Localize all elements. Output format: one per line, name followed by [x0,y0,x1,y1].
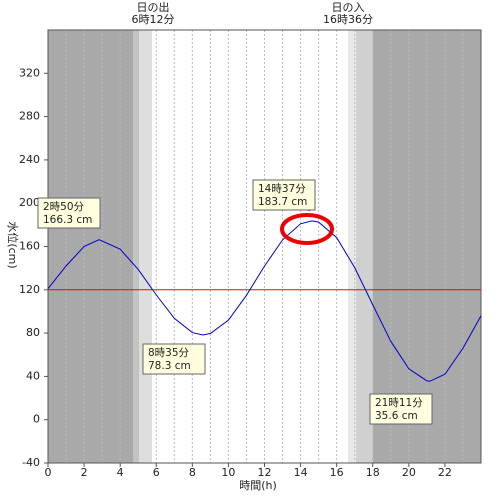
twilight [139,30,152,463]
x-tick-label: 4 [117,466,124,479]
y-tick-label: 0 [33,413,40,426]
y-axis-label: 水位(cm) [6,221,20,268]
y-tick-label: 280 [19,110,40,123]
callout-box [369,393,433,425]
callout-level: 183.7 cm [258,196,307,208]
x-tick-label: 2 [81,466,88,479]
y-tick-label: 320 [19,66,40,79]
x-tick-label: 22 [438,466,452,479]
x-tick-label: 18 [366,466,380,479]
y-tick-label: 200 [19,196,40,209]
callout-time: 21時11分 [375,397,423,409]
sunrise-time: 6時12分 [132,13,175,26]
callout-box [252,179,316,211]
twilight [348,30,356,463]
x-tick-label: 0 [45,466,52,479]
sunrise-label: 日の出 [137,0,170,14]
callout-level: 166.3 cm [43,214,92,226]
x-tick-label: 8 [189,466,196,479]
callout-box [142,343,206,375]
callout-time: 2時50分 [43,201,85,213]
x-tick-label: 12 [258,466,272,479]
callout-level: 78.3 cm [148,360,191,372]
x-tick-label: 20 [402,466,416,479]
tide-line [47,220,482,382]
y-tick-label: 240 [19,153,40,166]
callout-time: 8時35分 [148,347,190,359]
y-tick-label: -40 [22,456,40,469]
sunset-label: 日の入 [332,1,365,14]
highlight-circle [280,213,334,245]
y-tick-label: 80 [26,326,40,339]
callout-box [37,197,101,229]
x-tick-label: 16 [330,466,344,479]
night [48,30,133,463]
callout-time: 14時37分 [258,183,306,195]
x-axis-label: 時間(h) [239,479,277,492]
y-tick-label: 160 [19,240,40,253]
x-tick-label: 6 [153,466,160,479]
x-tick-label: 10 [221,466,235,479]
y-tick-label: 40 [26,369,40,382]
twilight [356,30,373,463]
sunset-time: 16時36分 [323,13,373,26]
y-tick-label: 120 [19,283,40,296]
callout-level: 35.6 cm [375,410,418,422]
x-tick-label: 14 [294,466,308,479]
twilight [133,30,139,463]
